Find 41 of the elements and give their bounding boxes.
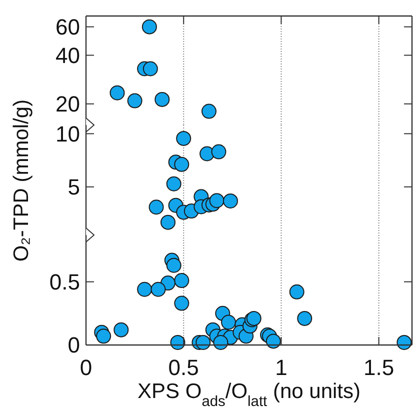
point <box>211 144 226 160</box>
point <box>110 85 125 100</box>
y-axis-title: O₂-TPD (mmol/g) <box>10 99 33 262</box>
point <box>174 156 190 172</box>
point <box>170 334 186 350</box>
y-tick-label: 40 <box>56 42 80 68</box>
point <box>166 258 182 273</box>
point <box>266 334 281 349</box>
y-tick-label: 10 <box>56 121 80 146</box>
point <box>142 19 157 34</box>
point <box>148 200 164 215</box>
point <box>221 314 236 330</box>
point <box>174 273 190 288</box>
point <box>222 193 238 208</box>
point <box>154 92 170 107</box>
y-tick-label: 0.5 <box>49 269 80 294</box>
x-tick-label: 0.5 <box>168 355 199 380</box>
point <box>196 334 211 350</box>
point <box>289 284 304 300</box>
point <box>213 334 228 350</box>
point <box>96 328 112 344</box>
point <box>114 322 129 338</box>
point <box>127 93 142 108</box>
x-axis-title: XPS O$_{ads}$/O$_{latt}$ (no units) <box>137 380 361 408</box>
point <box>150 282 166 297</box>
point <box>209 193 224 208</box>
y-tick-label: 60 <box>56 14 80 40</box>
point <box>176 130 192 146</box>
point <box>137 282 152 297</box>
point <box>142 61 158 76</box>
point <box>174 296 190 311</box>
point <box>166 176 182 192</box>
point <box>297 310 312 326</box>
point <box>396 334 412 350</box>
x-tick-label: 1.5 <box>364 355 394 380</box>
x-tick-label: 1 <box>275 355 288 380</box>
y-tick-label: 0 <box>68 332 80 358</box>
point <box>201 104 216 119</box>
point <box>160 214 176 230</box>
y-tick-label: 20 <box>56 92 80 117</box>
y-tick-label: 5 <box>68 174 80 200</box>
